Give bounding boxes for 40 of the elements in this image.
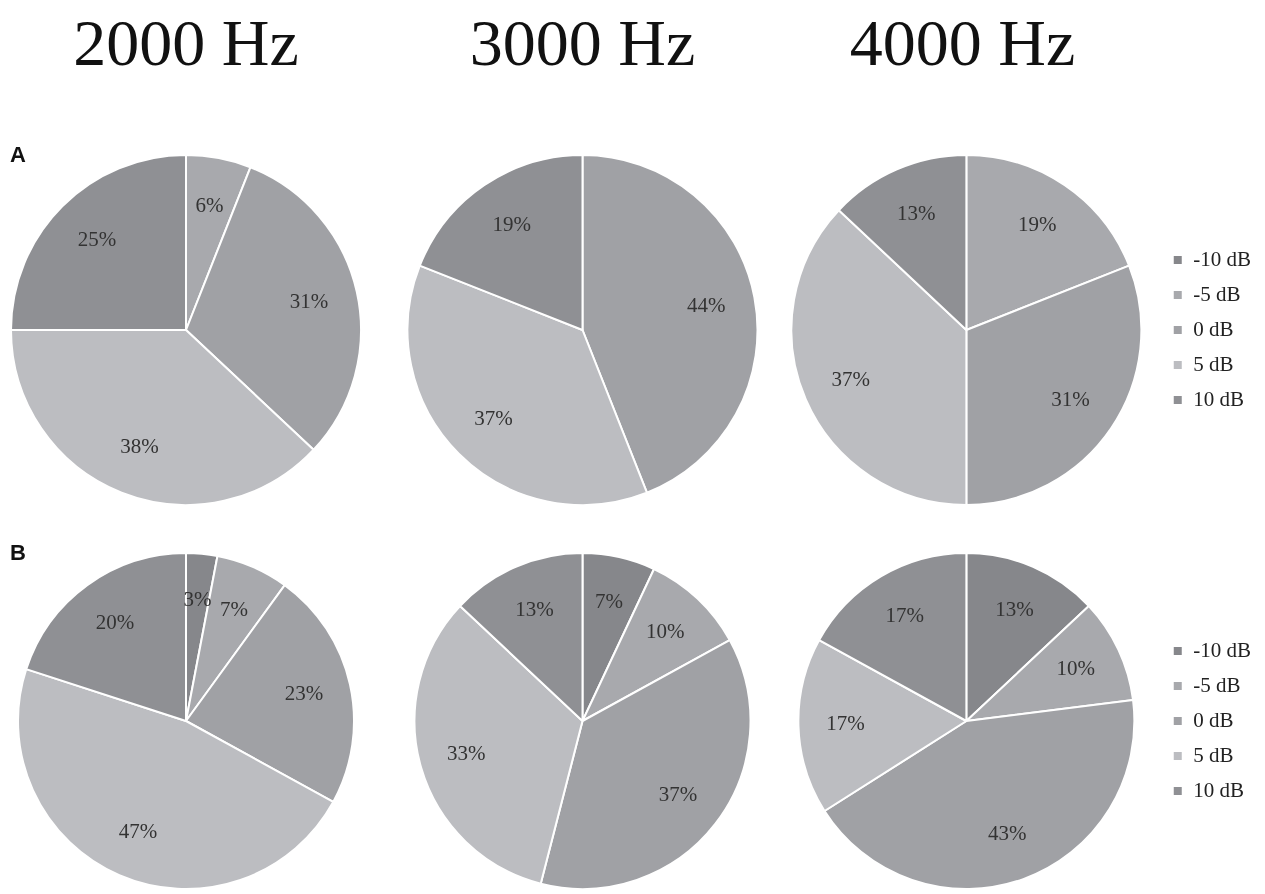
- legend-label: -10 dB: [1193, 637, 1251, 662]
- data-label: 31%: [1051, 387, 1090, 412]
- data-label: 25%: [77, 227, 117, 252]
- data-label: 6%: [195, 192, 224, 217]
- legend-label: -10 dB: [1193, 246, 1251, 271]
- data-label: 37%: [658, 781, 698, 806]
- legend-label: 10 dB: [1193, 777, 1245, 802]
- data-label: 38%: [120, 433, 159, 458]
- chart-title: 2000 Hz: [72, 5, 300, 81]
- data-label: 47%: [118, 818, 158, 843]
- data-label: 37%: [831, 366, 870, 391]
- data-label: 37%: [474, 405, 513, 430]
- data-label: 13%: [897, 200, 936, 225]
- data-label: 19%: [1017, 212, 1057, 237]
- data-label: 17%: [885, 603, 925, 628]
- data-label: 23%: [284, 681, 324, 706]
- data-label: 7%: [594, 589, 623, 614]
- data-label: 44%: [687, 292, 726, 317]
- data-label: 20%: [95, 609, 135, 634]
- data-label: 10%: [1056, 656, 1096, 681]
- data-label: 7%: [220, 596, 249, 621]
- data-label: 43%: [988, 821, 1027, 846]
- data-label: 33%: [447, 741, 486, 766]
- data-label: 13%: [995, 596, 1034, 621]
- legend-label: 0 dB: [1193, 316, 1234, 341]
- chart-title: 4000 Hz: [848, 5, 1077, 81]
- legend-label: -5 dB: [1193, 672, 1241, 697]
- chart-title: 3000 Hz: [468, 5, 697, 81]
- legend-label: -5 dB: [1193, 281, 1241, 306]
- data-label: 10%: [646, 619, 685, 644]
- legend-label: 5 dB: [1193, 351, 1234, 376]
- legend-label: 10 dB: [1193, 386, 1245, 411]
- text: B: [10, 540, 26, 566]
- legend-label: 5 dB: [1193, 742, 1234, 767]
- data-label: 13%: [515, 596, 554, 621]
- data-label: 17%: [826, 711, 865, 736]
- data-label: 31%: [289, 289, 329, 314]
- text: A: [10, 142, 26, 168]
- legend-label: 0 dB: [1193, 707, 1234, 732]
- data-label: 19%: [492, 212, 531, 237]
